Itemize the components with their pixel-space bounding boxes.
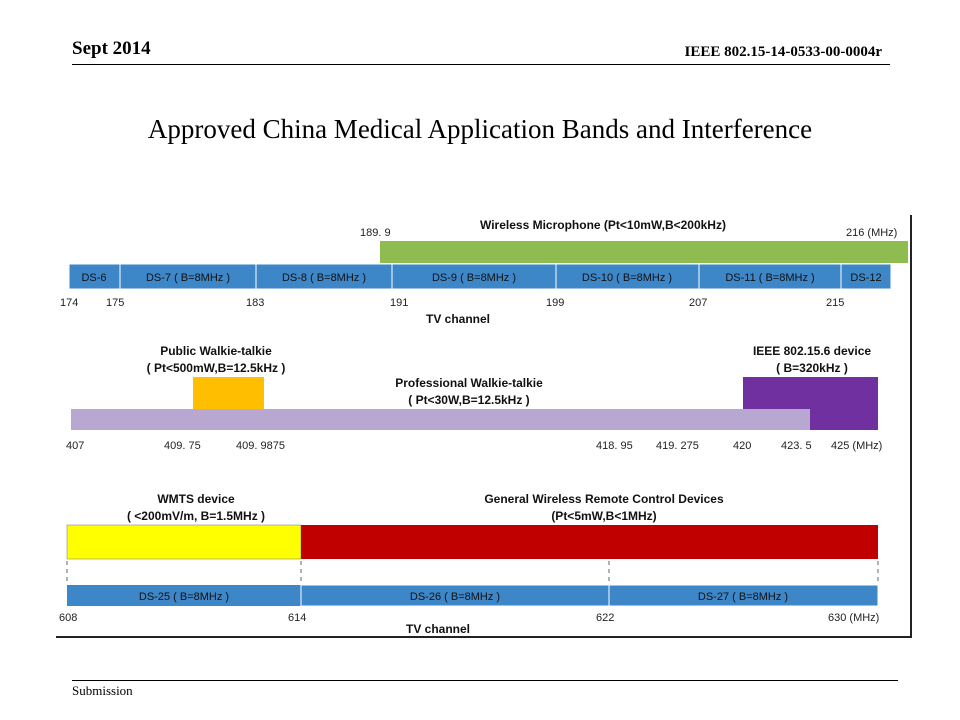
channel-ds-8	[255, 263, 393, 290]
header-date: Sept 2014	[72, 38, 151, 59]
tick-215: 215	[826, 297, 844, 309]
ieee-device-label: IEEE 802.15.6 device	[753, 344, 871, 358]
channel-label-ds-10: DS-10 ( B=8MHz )	[582, 272, 672, 284]
band-allocation-svg: Wireless Microphone (Pt<10mW,B<200kHz) 1…	[59, 218, 908, 636]
band2-ticks: 407 409. 75 409. 9875 418. 95 419. 275 4…	[66, 440, 882, 452]
tick-183: 183	[246, 297, 264, 309]
channel-label-ds-6: DS-6	[81, 272, 106, 284]
wmts-bar	[66, 524, 302, 560]
band-allocation-figure: Wireless Microphone (Pt<10mW,B<200kHz) 1…	[56, 215, 912, 638]
tick-614: 614	[288, 612, 306, 624]
tick-630: 630 (MHz)	[828, 612, 879, 624]
tick-608: 608	[59, 612, 77, 624]
header-doc-id: IEEE 802.15-14-0533-00-0004r	[684, 44, 883, 60]
band1-axis-label: TV channel	[426, 312, 490, 326]
tick-175: 175	[106, 297, 124, 309]
header-divider	[72, 64, 890, 65]
channel-label-ds-12: DS-12	[850, 272, 881, 284]
tick-423-5: 423. 5	[781, 440, 812, 452]
tick-425: 425 (MHz)	[831, 440, 882, 452]
wireless-microphone-label: Wireless Microphone (Pt<10mW,B<200kHz)	[480, 218, 726, 232]
footer-divider	[72, 680, 898, 681]
tick-207: 207	[689, 297, 707, 309]
remote-control-bar	[301, 525, 878, 559]
professional-walkie-bar	[71, 409, 810, 430]
remote-control-label: General Wireless Remote Control Devices	[484, 492, 724, 506]
wmts-spec: ( <200mV/m, B=1.5MHz )	[127, 509, 265, 523]
tick-407: 407	[66, 440, 84, 452]
tick-419-275: 419. 275	[656, 440, 699, 452]
tick-174: 174	[60, 297, 78, 309]
remote-control-spec: (Pt<5mW,B<1MHz)	[551, 509, 656, 523]
footer-submission: Submission	[72, 683, 133, 698]
channel-ds-25	[67, 585, 301, 606]
tick-409-75: 409. 75	[164, 440, 201, 452]
band3-ticks: 608 614 622 630 (MHz)	[59, 612, 879, 624]
channel-ds-11	[698, 263, 842, 290]
channel-label-ds-9: DS-9 ( B=8MHz )	[432, 272, 516, 284]
channel-label-ds-8: DS-8 ( B=8MHz )	[282, 272, 366, 284]
tick-622: 622	[596, 612, 614, 624]
tick-199: 199	[546, 297, 564, 309]
public-walkie-spec: ( Pt<500mW,B=12.5kHz )	[147, 361, 286, 375]
public-walkie-label: Public Walkie-talkie	[160, 344, 272, 358]
wireless-microphone-bar	[380, 241, 908, 263]
channel-label-ds-25: DS-25 ( B=8MHz )	[139, 591, 229, 603]
tick-418-95: 418. 95	[596, 440, 633, 452]
slide-title: Approved China Medical Application Bands…	[147, 114, 813, 144]
band1-ticks: 174 175 183 191 199 207 215	[60, 297, 844, 309]
tick-409-9875: 409. 9875	[236, 440, 285, 452]
channel-label-ds-26: DS-26 ( B=8MHz )	[410, 591, 500, 603]
channel-ds-10	[555, 263, 700, 290]
tick-191: 191	[390, 297, 408, 309]
band3-dash-lines	[66, 561, 879, 585]
channel-label-ds-11: DS-11 ( B=8MHz )	[725, 272, 814, 284]
channel-ds-12	[840, 263, 892, 290]
band3-channel-row: DS-25 ( B=8MHz ) DS-26 ( B=8MHz ) DS-27 …	[67, 584, 879, 607]
professional-walkie-label: Professional Walkie-talkie	[395, 376, 543, 390]
mic-end-freq: 216 (MHz)	[846, 227, 897, 239]
band3-axis-label: TV channel	[406, 622, 470, 636]
channel-ds-27	[608, 584, 879, 607]
tick-420: 420	[733, 440, 751, 452]
channel-ds-6	[68, 263, 121, 290]
ieee-device-spec: ( B=320kHz )	[776, 361, 848, 375]
public-walkie-bar	[193, 377, 264, 409]
band1-channel-row: DS-6 DS-7 ( B=8MHz ) DS-8 ( B=8MHz ) DS-…	[68, 263, 892, 290]
channel-label-ds-7: DS-7 ( B=8MHz )	[146, 272, 230, 284]
channel-ds-7	[119, 263, 257, 290]
professional-walkie-spec: ( Pt<30W,B=12.5kHz )	[408, 393, 529, 407]
wmts-label: WMTS device	[157, 492, 235, 506]
channel-label-ds-27: DS-27 ( B=8MHz )	[698, 591, 788, 603]
mic-start-freq: 189. 9	[360, 227, 391, 239]
